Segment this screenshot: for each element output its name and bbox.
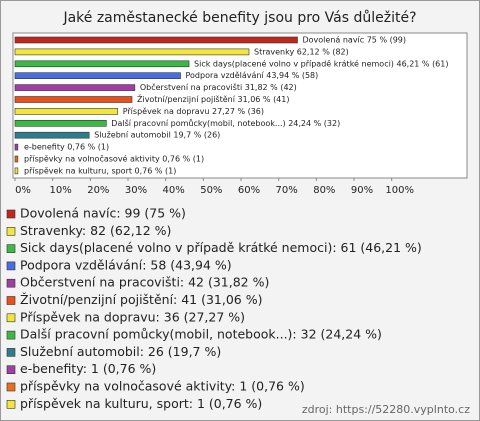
bar <box>14 72 181 79</box>
legend-marker <box>6 313 16 323</box>
legend-label: Další pracovní pomůcky(mobil, notebook..… <box>20 327 382 342</box>
legend-marker <box>6 209 16 219</box>
legend-marker <box>6 261 16 271</box>
value-label: Služební automobil 19,7 % (26) <box>94 131 220 140</box>
x-tick-label: 10% <box>50 185 72 196</box>
bar <box>14 108 119 115</box>
bar <box>14 131 90 139</box>
x-tick-label: 0% <box>15 185 31 196</box>
bar <box>14 143 19 151</box>
value-label: Příspěvek na dopravu 27,27 % (36) <box>123 107 264 116</box>
legend-label: Životní/penzijní pojištění: 41 (31,06 %) <box>20 292 263 307</box>
legend-marker <box>6 227 16 236</box>
value-label: e-benefity 0,76 % (1) <box>24 143 109 152</box>
value-label: příspěvek na kulturu, sport 0,76 % (1) <box>24 166 176 175</box>
x-tick-label: 30% <box>125 185 147 196</box>
value-label: Životní/penzijní pojištění 31,06 % (41) <box>137 93 290 104</box>
legend-marker <box>6 330 16 340</box>
x-tick-label: 50% <box>200 185 222 196</box>
value-label: Další pracovní pomůcky(mobil, notebook..… <box>111 118 340 128</box>
legend-label: e-benefity: 1 (0,76 %) <box>20 361 156 376</box>
bar <box>14 96 133 103</box>
x-tick-label: 40% <box>163 185 185 196</box>
legend-marker <box>6 278 16 288</box>
legend-label: Služební automobil: 26 (19,7 %) <box>20 344 221 359</box>
bar <box>14 155 19 163</box>
value-label: Dovolená navíc 75 % (99) <box>303 36 407 45</box>
legend-label: příspěvek na kulturu, sport: 1 (0,76 %) <box>20 396 262 411</box>
legend-marker <box>6 365 16 375</box>
bar <box>14 48 250 56</box>
legend-label: Příspěvek na dopravu: 36 (27,27 %) <box>20 309 245 324</box>
bar <box>14 84 136 91</box>
plot-area <box>12 32 468 179</box>
legend-label: Sick days(placené volno v případě krátké… <box>20 240 422 255</box>
legend-marker <box>6 399 16 409</box>
legend-marker <box>6 244 16 253</box>
legend-marker <box>6 296 16 305</box>
bar <box>14 60 190 68</box>
value-label: Podpora vzdělávání 43,94 % (58) <box>186 71 319 80</box>
x-tick-label: 90% <box>351 185 373 196</box>
bar <box>14 120 107 127</box>
legend-marker <box>6 348 16 357</box>
bar <box>14 36 298 44</box>
legend-label: Podpora vzdělávání: 58 (43,94 %) <box>20 257 232 272</box>
x-tick-label: 100% <box>385 185 414 196</box>
legend-marker <box>6 382 16 392</box>
x-tick-label: 60% <box>238 185 260 196</box>
x-tick-label: 80% <box>313 185 335 196</box>
source: zdroj: https://52280.vyplnto.cz <box>302 403 470 416</box>
value-label: Sick days(placené volno v případě krátké… <box>194 58 448 68</box>
legend-label: Dovolená navíc: 99 (75 %) <box>20 206 186 221</box>
value-label: Stravenky 62,12 % (82) <box>254 47 349 56</box>
x-tick-label: 20% <box>87 185 109 196</box>
legend-label: Občerstvení na pracovišti: 42 (31,82 %) <box>20 275 269 290</box>
value-label: Občerstvení na pracovišti 31,82 % (42) <box>140 82 297 92</box>
legend-label: příspěvky na volnočasové aktivity: 1 (0,… <box>20 379 305 394</box>
legend-label: Stravenky: 82 (62,12 %) <box>20 223 171 238</box>
bar <box>14 167 19 175</box>
x-tick-label: 70% <box>276 185 298 196</box>
value-label: příspěvky na volnočasové aktivity 0,76 %… <box>24 154 204 164</box>
chart-title: Jaké zaměstanecké benefity jsou pro Vás … <box>62 10 416 26</box>
